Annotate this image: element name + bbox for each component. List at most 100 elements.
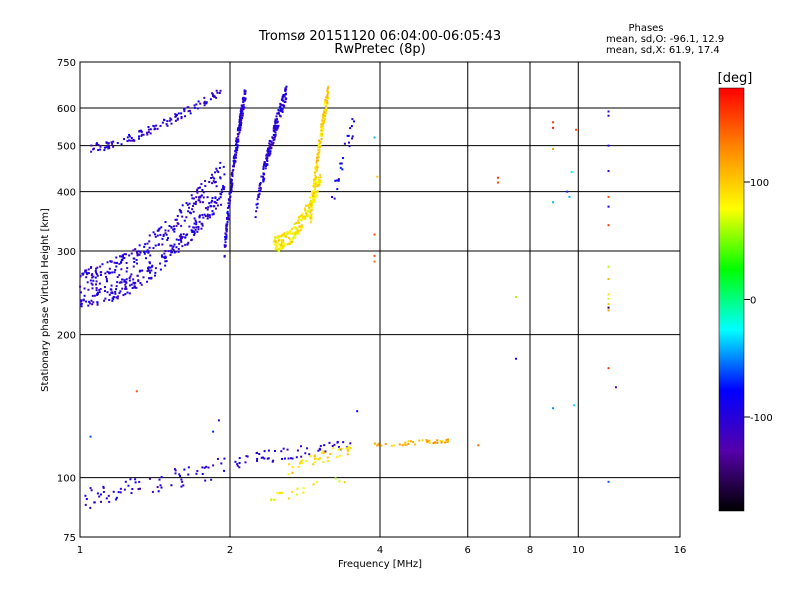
data-point xyxy=(121,278,124,281)
data-point xyxy=(168,119,171,122)
data-point xyxy=(297,219,300,222)
data-point xyxy=(269,143,272,146)
data-point xyxy=(318,139,321,142)
data-point xyxy=(305,204,308,207)
data-point xyxy=(324,105,327,108)
data-point xyxy=(444,441,447,444)
data-point xyxy=(259,187,262,190)
data-point xyxy=(209,204,212,207)
data-point xyxy=(299,225,302,228)
data-point xyxy=(322,113,325,116)
data-point xyxy=(201,466,204,469)
data-point xyxy=(217,171,220,174)
data-point xyxy=(299,462,302,465)
chart-subtitle: RwPretec (8p) xyxy=(334,42,425,57)
data-point xyxy=(174,472,177,475)
data-point xyxy=(128,139,131,142)
x-tick-label: 1 xyxy=(77,545,83,556)
data-point xyxy=(313,183,316,186)
data-point xyxy=(91,273,94,276)
data-point xyxy=(95,142,98,145)
data-point xyxy=(326,101,329,104)
data-point xyxy=(263,450,266,453)
data-point xyxy=(143,252,146,255)
data-point xyxy=(272,459,275,462)
data-point xyxy=(185,202,188,205)
data-point xyxy=(310,201,313,204)
data-point xyxy=(160,254,163,257)
data-point xyxy=(295,230,298,233)
data-point xyxy=(310,209,313,212)
data-point xyxy=(239,129,242,132)
data-point xyxy=(149,266,152,269)
data-point xyxy=(227,198,230,201)
data-point xyxy=(403,443,406,446)
data-point xyxy=(269,152,272,155)
data-point xyxy=(107,145,110,148)
data-point xyxy=(266,159,269,162)
data-point xyxy=(163,252,166,255)
data-point xyxy=(144,243,147,246)
data-point xyxy=(193,202,196,205)
data-point xyxy=(220,462,223,465)
data-point xyxy=(133,260,136,263)
data-point xyxy=(323,103,326,106)
data-point xyxy=(90,150,93,153)
data-point xyxy=(232,164,235,167)
y-tick-label: 600 xyxy=(57,104,76,115)
data-point xyxy=(295,227,298,230)
data-point xyxy=(240,118,243,121)
data-point xyxy=(234,150,237,153)
data-point xyxy=(163,119,166,122)
data-point xyxy=(317,159,320,162)
data-point xyxy=(203,466,206,469)
data-point xyxy=(277,109,280,112)
data-point xyxy=(95,267,98,270)
data-point xyxy=(244,461,247,464)
data-point xyxy=(111,271,114,274)
data-point xyxy=(115,285,118,288)
data-point xyxy=(216,91,219,94)
data-point xyxy=(552,407,555,410)
data-point xyxy=(274,118,277,121)
data-point xyxy=(226,221,229,224)
data-point xyxy=(181,236,184,239)
data-point xyxy=(324,450,327,453)
data-point xyxy=(99,273,102,276)
data-point xyxy=(154,244,157,247)
data-point xyxy=(292,226,295,229)
data-point xyxy=(327,85,330,88)
data-point xyxy=(288,236,291,239)
data-point xyxy=(188,202,191,205)
data-point xyxy=(180,117,183,120)
data-point xyxy=(143,245,146,248)
data-point xyxy=(348,145,351,148)
data-point xyxy=(236,463,239,466)
data-point xyxy=(228,206,231,209)
x-tick-label: 4 xyxy=(377,545,383,556)
data-point xyxy=(300,214,303,217)
data-point xyxy=(236,129,239,132)
data-point xyxy=(311,191,314,194)
data-point xyxy=(310,206,313,209)
data-point xyxy=(281,234,284,237)
y-tick-label: 500 xyxy=(57,142,76,153)
data-point xyxy=(164,232,167,235)
data-point xyxy=(80,291,83,294)
data-point xyxy=(90,274,93,277)
data-point xyxy=(316,185,319,188)
data-point xyxy=(128,279,131,282)
data-point xyxy=(84,503,87,506)
data-point xyxy=(190,194,193,197)
data-point xyxy=(124,253,127,256)
data-point xyxy=(267,149,270,152)
data-point xyxy=(90,282,93,285)
data-point xyxy=(206,217,209,220)
data-point xyxy=(223,173,226,176)
data-point xyxy=(95,271,98,274)
data-point xyxy=(131,139,134,142)
data-point xyxy=(316,146,319,149)
data-point xyxy=(607,110,610,113)
data-point xyxy=(225,229,228,232)
